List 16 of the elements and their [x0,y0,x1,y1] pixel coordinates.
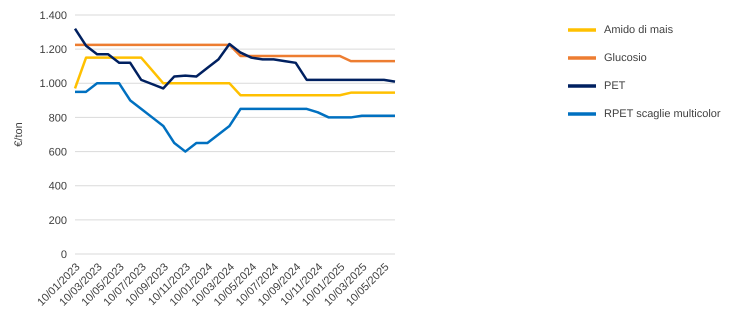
y-tick-label: 0 [60,248,67,261]
line-series [74,82,396,153]
y-tick-label: 600 [48,146,67,158]
y-tick-label: 1.000 [39,78,67,90]
legend-label: RPET scaglie multicolor [604,108,721,120]
line-series [74,27,396,90]
y-tick-label: 200 [48,214,67,227]
y-tick-label: 400 [48,180,67,193]
y-tick-label: 800 [48,112,67,124]
legend-label: Glucosio [604,52,647,64]
y-axis-title: €/ton [12,122,25,147]
legend-label: Amido di mais [604,24,674,36]
y-tick-label: 1.200 [39,44,67,56]
y-tick-label: 1.400 [39,10,67,22]
line-series [74,56,396,96]
legend-label: PET [604,80,626,92]
